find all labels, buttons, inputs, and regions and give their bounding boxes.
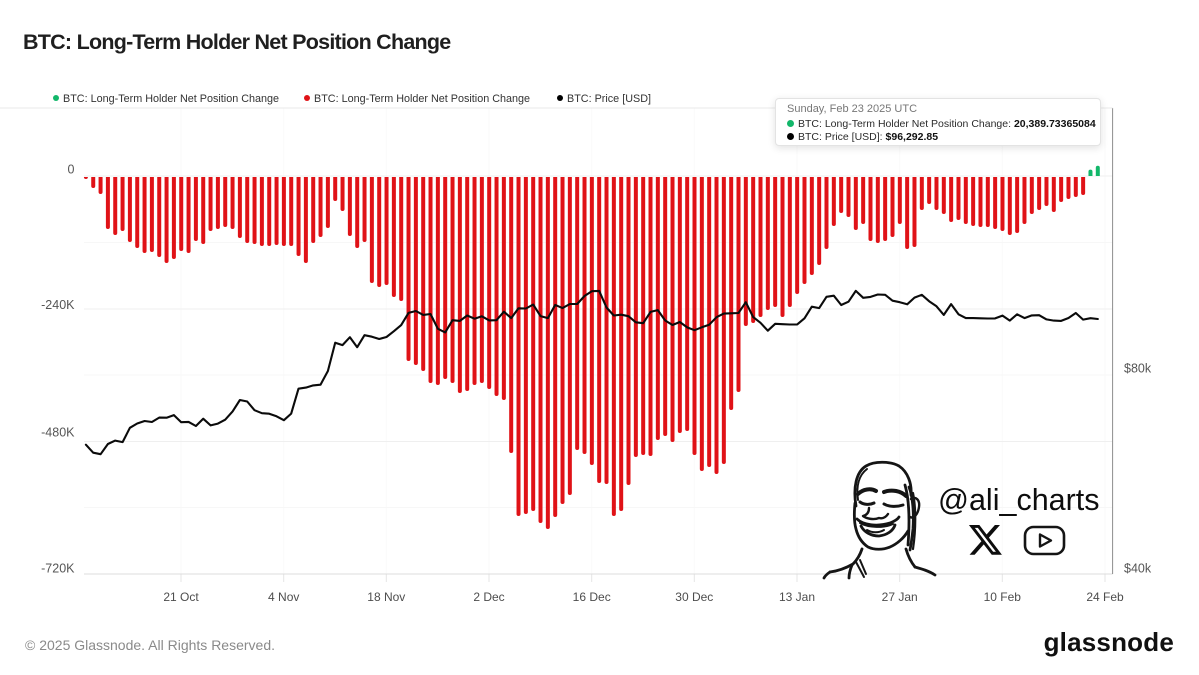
svg-text:-480K: -480K: [41, 426, 75, 440]
svg-text:30 Dec: 30 Dec: [675, 590, 713, 604]
svg-text:4 Nov: 4 Nov: [268, 590, 299, 604]
svg-text:2 Dec: 2 Dec: [473, 590, 504, 604]
svg-text:24 Feb: 24 Feb: [1086, 590, 1124, 604]
svg-text:18 Nov: 18 Nov: [367, 590, 405, 604]
svg-text:@ali_charts: @ali_charts: [938, 483, 1100, 517]
svg-text:10 Feb: 10 Feb: [984, 590, 1022, 604]
svg-text:13 Jan: 13 Jan: [779, 590, 815, 604]
svg-text:$80k: $80k: [1124, 361, 1152, 375]
svg-text:16 Dec: 16 Dec: [573, 590, 611, 604]
svg-text:0: 0: [68, 163, 75, 177]
svg-text:21 Oct: 21 Oct: [163, 590, 199, 604]
svg-text:-240K: -240K: [41, 298, 75, 312]
svg-text:$40k: $40k: [1124, 562, 1152, 576]
svg-text:27 Jan: 27 Jan: [882, 590, 918, 604]
svg-text:-720K: -720K: [41, 562, 75, 576]
